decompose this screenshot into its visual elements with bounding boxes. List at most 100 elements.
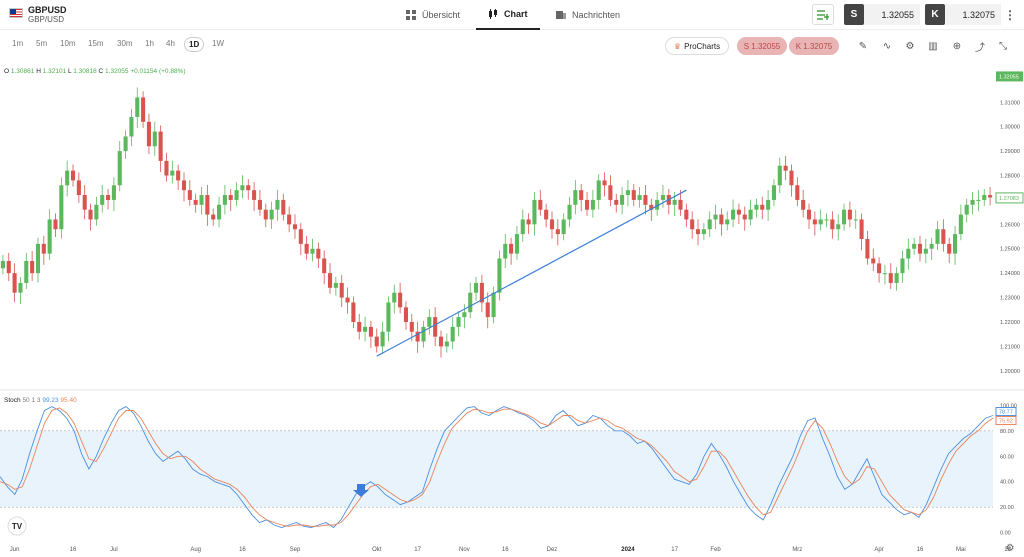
timeframe-10m[interactable]: 10m <box>60 39 76 48</box>
candle-body <box>812 219 817 225</box>
x-tick-label: Feb <box>710 547 721 553</box>
candle-body <box>88 209 93 220</box>
share-icon[interactable]: ⤴ <box>975 42 985 54</box>
candle-body <box>906 248 911 259</box>
candle-body <box>520 219 525 235</box>
candle-body <box>82 195 87 210</box>
x-tick-label: Jul <box>110 547 118 553</box>
candle-body <box>170 170 175 176</box>
stoch-d-value: 95.40 <box>60 397 77 404</box>
candle-body <box>917 243 923 254</box>
symbol-name: GBPUSD <box>28 5 67 15</box>
candle-body <box>322 258 327 274</box>
stoch-k-tag <box>995 407 1017 417</box>
stoch-band <box>0 430 993 508</box>
candle-body <box>187 190 192 200</box>
procharts-button[interactable]: ♛ ProCharts <box>665 37 729 55</box>
candle-body <box>555 229 560 235</box>
buy-button[interactable]: K 1.32075 <box>925 4 1001 25</box>
candle-body <box>771 185 777 200</box>
candle-body <box>871 258 876 264</box>
last-price-tag <box>996 71 1023 82</box>
stoch-d-tag <box>995 416 1017 426</box>
indicators-icon[interactable]: ∿ <box>882 40 892 52</box>
settings-gear-icon-bottom[interactable]: ⚙ <box>1006 543 1015 554</box>
fullscreen-collapse-icon[interactable]: ⤡ <box>999 40 1007 52</box>
candle-body <box>76 180 81 196</box>
timeframe-5m[interactable]: 5m <box>36 39 48 48</box>
candle-body <box>988 195 993 198</box>
candle-body <box>351 302 356 322</box>
candle-body <box>6 260 11 274</box>
candle-body <box>41 243 46 254</box>
ohlc-h-label: H <box>36 68 41 75</box>
candle-body <box>929 243 934 249</box>
buy-pill-button[interactable]: K 1.32075 <box>789 37 839 55</box>
draw-pencil-icon[interactable]: ✎ <box>858 40 868 52</box>
candle-body <box>491 292 496 318</box>
candle-body <box>456 317 461 327</box>
settings-gear-icon[interactable]: ⚙ <box>905 40 915 52</box>
candle-body <box>474 282 479 293</box>
ohlc-change-value: +0.01154 (+0.88%) <box>130 68 186 75</box>
candle-body <box>100 195 105 205</box>
timeframe-1d[interactable]: 1D <box>184 37 205 52</box>
candle-body <box>123 136 128 152</box>
candle-body <box>403 307 409 322</box>
timeframe-4h[interactable]: 4h <box>166 39 175 48</box>
candle-body <box>958 214 963 235</box>
candle-body <box>947 243 952 254</box>
price-chart-canvas[interactable]: 1.310001.300001.290001.280001.270001.260… <box>0 61 1024 557</box>
stoch-params: 50 1 3 <box>22 397 41 404</box>
candle-body <box>824 219 829 221</box>
stoch-d-label: 75.92 <box>999 419 1013 425</box>
ohlc-l-label: L <box>68 68 72 75</box>
candle-body <box>935 229 940 244</box>
price-tick-label: 1.31000 <box>1000 100 1020 106</box>
candle-body <box>584 199 590 210</box>
x-tick-label: 17 <box>671 547 678 553</box>
candle-body <box>158 131 163 161</box>
ohlc-o-label: O <box>4 68 10 75</box>
tab-overview-label: Übersicht <box>422 10 461 20</box>
zoom-add-icon[interactable]: ⊕ <box>952 40 962 52</box>
x-tick-label: Okt <box>372 547 382 553</box>
stoch-k-label: 78.77 <box>999 410 1013 416</box>
candle-body <box>24 260 29 283</box>
candle-body <box>287 214 292 225</box>
candle-body <box>608 185 613 200</box>
ohlc-close-value: 1.32055 <box>105 68 129 75</box>
sell-button[interactable]: S 1.32055 <box>844 4 920 25</box>
candle-body <box>380 331 385 347</box>
candle-body <box>176 170 181 181</box>
candle-body <box>228 195 233 200</box>
stoch-tick-label: 0.00 <box>1000 531 1011 537</box>
sell-pill-button[interactable]: S 1.32055 <box>737 37 787 55</box>
candle-body <box>567 204 572 220</box>
candle-body <box>357 321 362 332</box>
tab-news[interactable]: Nachrichten <box>556 0 620 30</box>
candle-body <box>421 326 426 342</box>
tab-overview[interactable]: Übersicht <box>406 0 460 30</box>
candle-body <box>327 273 333 288</box>
candle-body <box>304 243 309 254</box>
candle-body <box>386 302 391 332</box>
tab-chart[interactable]: Chart <box>476 0 540 30</box>
timeframe-1h[interactable]: 1h <box>145 39 154 48</box>
more-options-icon[interactable]: ⋮ <box>1004 8 1016 22</box>
timeframe-1w[interactable]: 1W <box>212 39 224 48</box>
candle-body <box>339 282 344 298</box>
price-tick-label: 1.22000 <box>1000 320 1020 326</box>
watchlist-add-button[interactable] <box>812 4 834 25</box>
timeframe-15m[interactable]: 15m <box>88 39 104 48</box>
candle-body <box>602 180 607 186</box>
candle-body <box>900 258 905 274</box>
chart-type-icon[interactable]: ▥ <box>928 40 938 52</box>
price-tick-label: 1.28000 <box>1000 174 1020 180</box>
timeframe-1m[interactable]: 1m <box>12 39 24 48</box>
stoch-tick-label: 20.00 <box>1000 505 1014 511</box>
candle-body <box>725 219 730 225</box>
candle-body <box>135 97 140 117</box>
candle-body <box>549 219 555 230</box>
timeframe-30m[interactable]: 30m <box>117 39 133 48</box>
